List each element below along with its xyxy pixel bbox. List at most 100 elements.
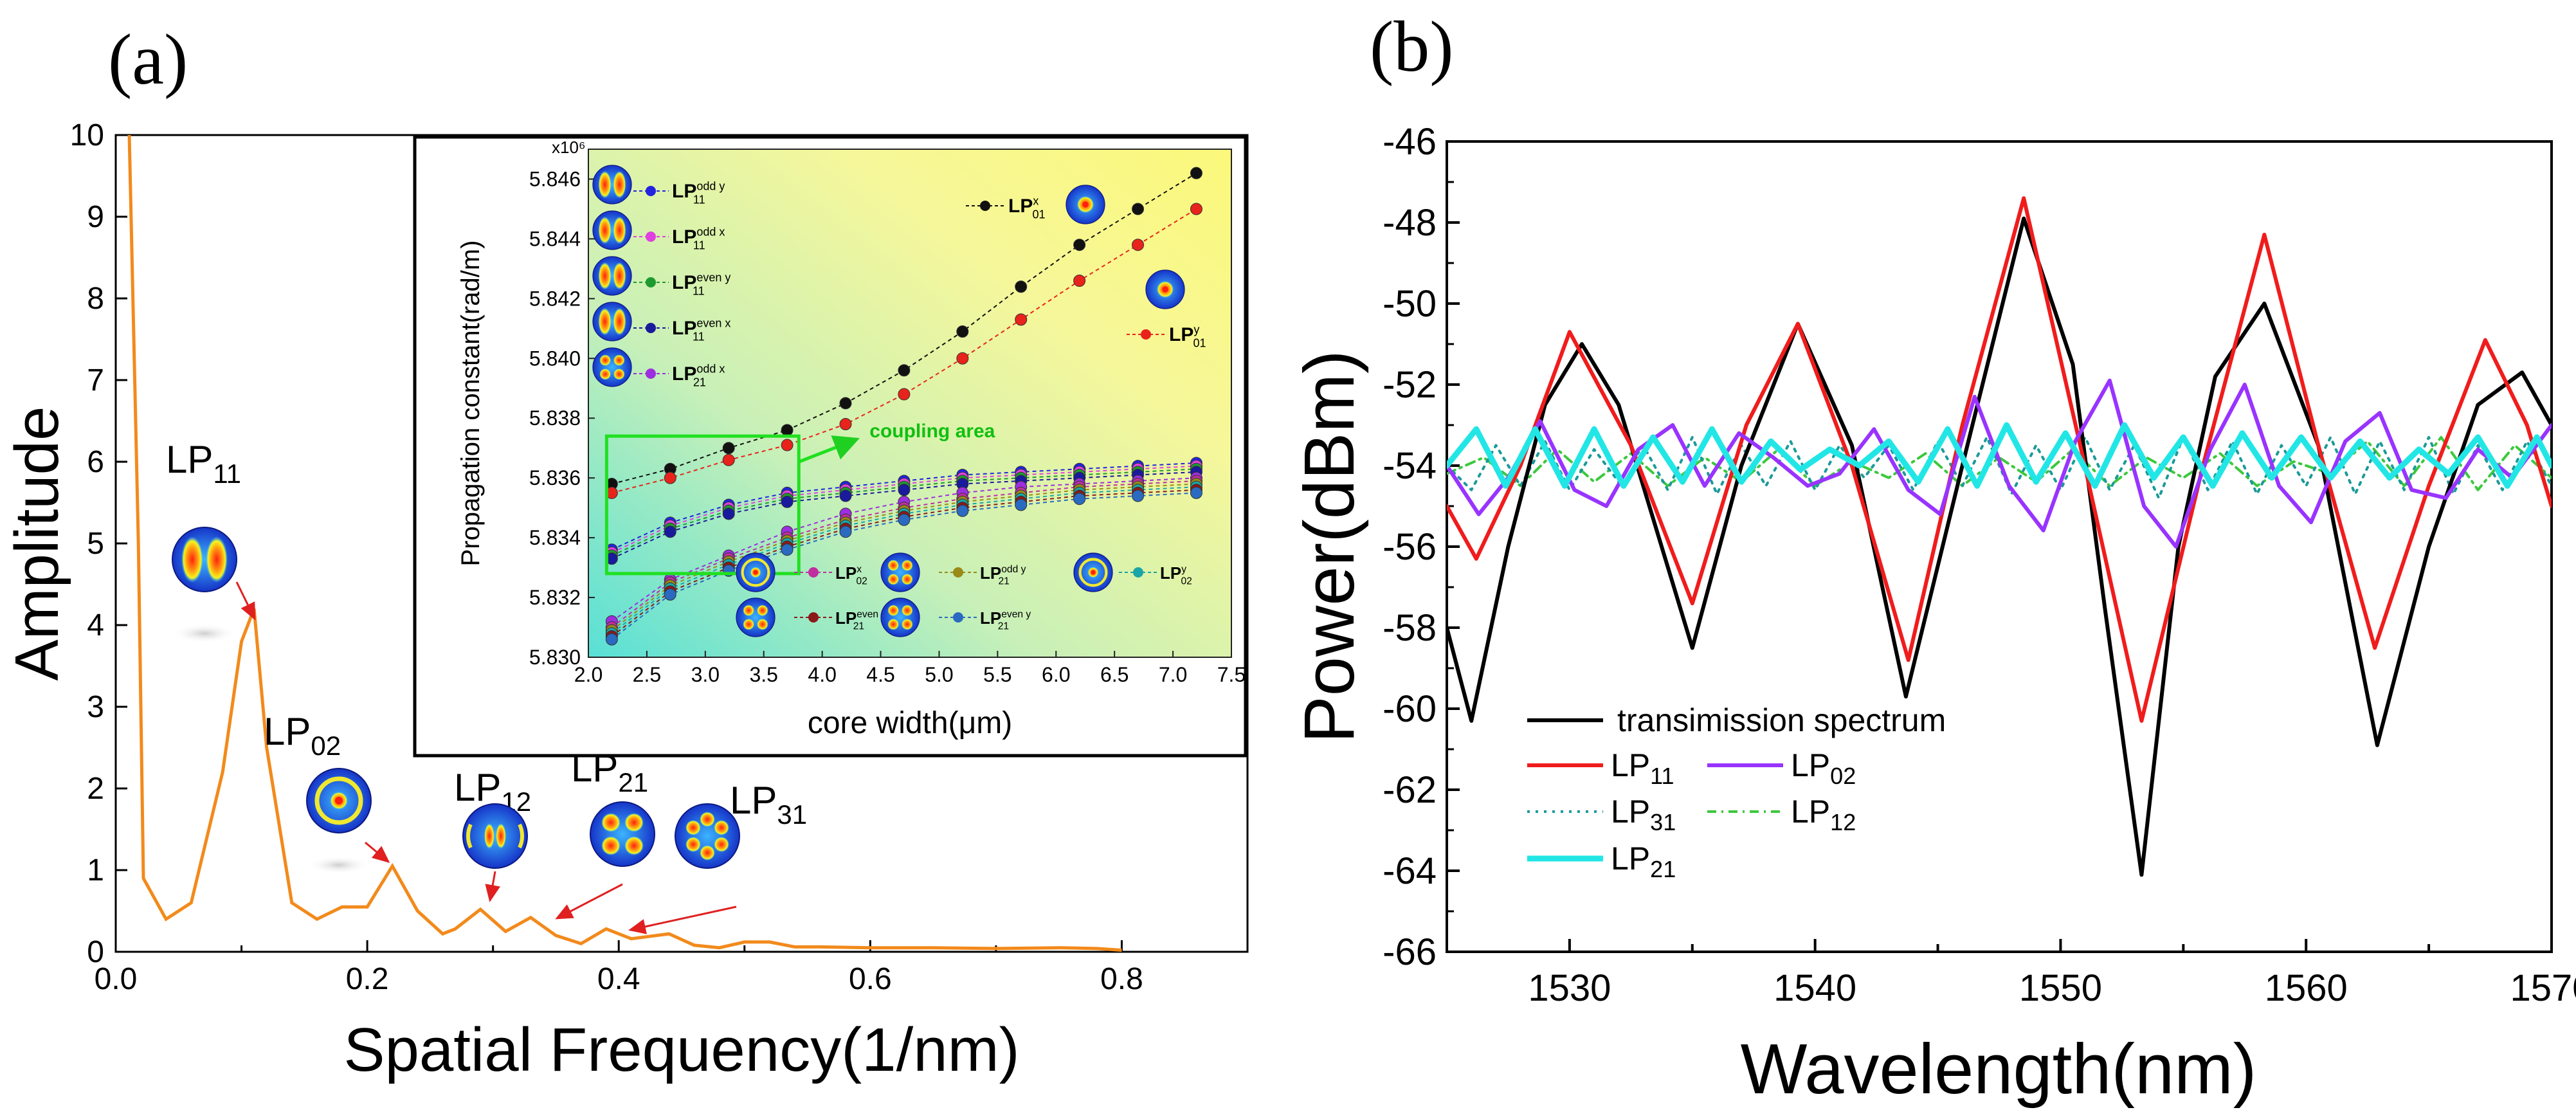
annotation-lp02-sub: 02	[311, 731, 341, 761]
panel-b-xtick-label: 1540	[1773, 967, 1856, 1009]
inset-multiplier: x10⁶	[552, 138, 586, 157]
inset-legend-label-base: LP	[835, 608, 857, 628]
inset-point	[1073, 274, 1086, 287]
panel-b-xtick-label: 1530	[1528, 967, 1611, 1009]
inset-xtick-label: 5.0	[925, 663, 953, 686]
annotation-lp21: LP21	[571, 747, 655, 867]
inset-series-line	[611, 468, 1197, 556]
inset-legend-label-base: LP	[672, 181, 696, 202]
inset-legend-label-base: LP	[980, 563, 1001, 583]
panel-b-legend-label-base: LP	[1791, 747, 1830, 783]
inset-legend-marker	[1133, 567, 1143, 578]
inset-legend-label-sup: odd y	[696, 180, 725, 193]
mode-lp12-icon	[463, 804, 527, 868]
inset-legend-mode-icon	[1074, 553, 1112, 592]
annotation-lp31-base: LP	[730, 779, 777, 822]
inset-legend-label-sub: 11	[693, 285, 705, 298]
inset-legend-label-base: LP	[1169, 324, 1193, 345]
panel-a-ytick-label: 8	[87, 282, 104, 316]
arrow-lp31	[628, 905, 737, 934]
annotation-lp11-base: LP	[166, 438, 213, 481]
panel-b-legend-label-sub: 11	[1650, 763, 1674, 789]
inset-point	[722, 507, 735, 520]
panel-b-ylabel: Power(dBm)	[1290, 350, 1369, 743]
inset-legend-label-base: LP	[1008, 196, 1033, 217]
inset-legend-label: LPeven y 11	[672, 271, 730, 298]
inset-point	[839, 489, 852, 502]
inset-legend-label-sub: 01	[1032, 208, 1045, 221]
mode-lp31-icon	[675, 803, 740, 869]
inset-series-1	[605, 203, 1202, 499]
panel-b-legend-label-base: LP	[1611, 841, 1650, 877]
inset-point	[781, 543, 794, 556]
panel-a-xlabel: Spatial Frequency(1/nm)	[343, 1015, 1019, 1084]
panel-b-legend-label-sub: 02	[1830, 763, 1856, 789]
panel-b-ytick-label: -48	[1383, 202, 1437, 244]
panel-b-legend-label: LP12	[1791, 794, 1856, 835]
inset-ytick-label: 5.830	[529, 646, 581, 669]
panel-a-xtick-label: 0.6	[849, 962, 892, 996]
inset-ytick-label: 5.842	[529, 287, 581, 310]
inset-legend-label: LPeven x 11	[672, 317, 730, 343]
inset-series-11	[605, 486, 1202, 646]
inset-point	[605, 633, 618, 646]
coupling-area-box	[604, 434, 801, 576]
panel-b-legend-label-base: LP	[1611, 794, 1650, 830]
inset-legend-marker	[808, 612, 819, 623]
inset-point	[664, 588, 676, 601]
inset-point	[839, 418, 852, 431]
inset-xtick-label: 2.0	[574, 663, 603, 686]
inset-chart: x10⁶ 2.0 2.5 3.0 3.5 4.0 4.5 5.0 5.5 6.0 6.5 7.0 7.…	[413, 135, 1247, 758]
inset-ticks: 2.0 2.5 3.0 3.5 4.0 4.5 5.0 5.5 6.0 6.5 7.0 7.5 5.83…	[529, 167, 1246, 686]
mode-lp11-icon	[172, 527, 237, 592]
panel-b-series-4-line	[1447, 435, 2552, 491]
inset-xtick-label: 6.0	[1042, 663, 1070, 686]
inset-point	[839, 397, 852, 410]
panel-b-ytick-label: -46	[1383, 121, 1437, 163]
panel-b-xtick-label: 1560	[2265, 967, 2348, 1009]
panel-b-legend-label: LP11	[1611, 747, 1674, 789]
inset-legend-label-base: LP	[980, 608, 1001, 628]
inset-legend-label: LPeven y 21	[980, 608, 1031, 632]
inset-point	[781, 424, 794, 437]
inset-legend-label-base: LP	[672, 272, 696, 293]
annotation-lp12-base: LP	[454, 766, 501, 809]
annotation-lp21-sub: 21	[618, 767, 648, 797]
inset-point	[1132, 489, 1145, 502]
inset-legend-label-base: LP	[672, 226, 696, 248]
inset-legend-label: LPodd y 21	[980, 563, 1026, 587]
inset-legend-mode-icon	[592, 210, 632, 250]
panel-b-ytick-label: -62	[1383, 769, 1437, 811]
mode-lp21-icon	[590, 801, 655, 867]
inset-legend-marker	[808, 567, 819, 578]
panel-b-legend-label: transimission spectrum	[1617, 702, 1946, 738]
panel-a-ytick-label: 5	[87, 527, 104, 561]
panel-a-ytick-label: 2	[87, 772, 104, 806]
inset-legend-label-sup: odd y	[1001, 564, 1026, 575]
panel-b-xtick-label: 1550	[2019, 967, 2102, 1009]
inset-legend-label: LPy 01	[1169, 323, 1206, 350]
inset-legend-marker	[953, 567, 963, 578]
inset-legend-label-sub: 11	[693, 239, 705, 252]
panel-a-ytick-label: 3	[87, 690, 104, 724]
inset-point	[722, 453, 735, 466]
inset-legend-marker	[646, 368, 656, 379]
inset-point	[664, 471, 676, 484]
inset-legend-label: LPeven x 21	[835, 608, 886, 632]
inset-point	[1132, 239, 1145, 251]
inset-ytick-label: 5.832	[529, 586, 581, 609]
panel-b-ytick-label: -58	[1383, 607, 1437, 649]
inset-ylabel: Propagation constant(rad/m)	[457, 241, 485, 567]
inset-legend-label-sup: x	[857, 564, 862, 575]
inset-legend-label-sub: 21	[693, 376, 706, 389]
svg-text:LP11: LP11	[166, 438, 241, 489]
inset-legend-label: LPodd y 11	[672, 180, 725, 206]
mode-lp02-icon	[307, 769, 371, 833]
inset-point	[898, 513, 911, 526]
svg-text:LP12: LP12	[454, 766, 531, 817]
svg-text:LP31: LP31	[730, 779, 807, 830]
panel-a-series	[127, 135, 1122, 952]
